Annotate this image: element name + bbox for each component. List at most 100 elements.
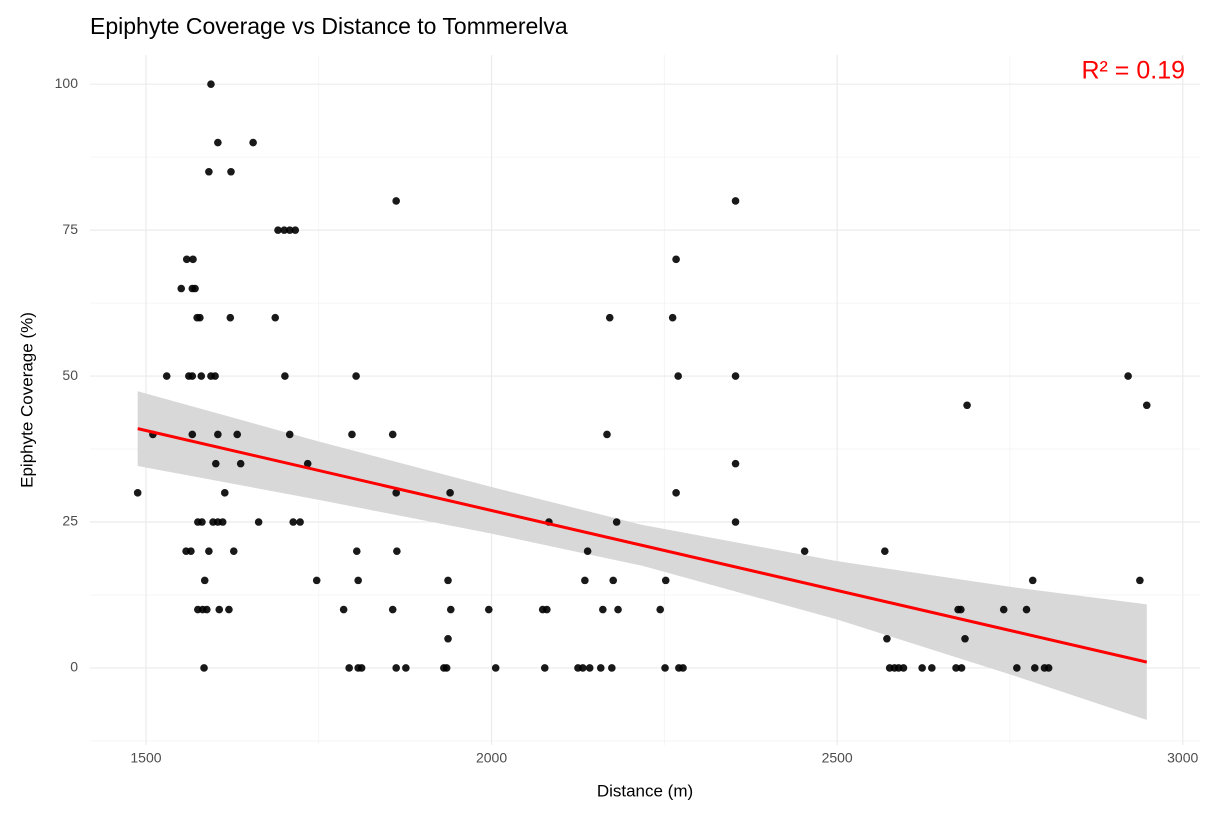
point [187, 547, 195, 555]
point [731, 372, 740, 380]
point [609, 576, 618, 585]
point [1136, 576, 1144, 585]
point [661, 576, 670, 585]
point [211, 459, 220, 468]
point [274, 226, 282, 234]
point [249, 138, 257, 147]
point [957, 664, 966, 672]
point [731, 518, 740, 526]
point [312, 576, 321, 585]
point [198, 518, 206, 526]
point [402, 664, 410, 672]
point [214, 430, 222, 439]
confidence-band [137, 391, 1147, 720]
point [296, 518, 304, 526]
point [254, 518, 263, 526]
point [957, 605, 965, 614]
point [656, 605, 665, 614]
point [388, 605, 397, 614]
fit-line [137, 427, 1148, 664]
point [1124, 372, 1132, 380]
y-tick-label: 0 [70, 659, 78, 675]
point [281, 372, 289, 380]
point [200, 664, 208, 672]
point [233, 430, 242, 439]
point [1031, 664, 1039, 672]
annotation: R² = 0.19 [1081, 57, 1185, 85]
point [491, 664, 500, 672]
point [674, 372, 682, 380]
point [883, 634, 891, 643]
y-tick-label: 25 [62, 513, 78, 529]
point [227, 167, 235, 176]
point [672, 489, 680, 497]
point [928, 664, 936, 672]
point [599, 605, 607, 614]
point [442, 664, 451, 672]
point [220, 489, 229, 497]
point [679, 664, 687, 672]
point [205, 547, 213, 555]
point [596, 664, 605, 672]
point [280, 226, 289, 234]
point [446, 489, 454, 497]
point [271, 313, 280, 322]
point [444, 576, 452, 585]
point [182, 255, 191, 264]
point [668, 313, 677, 322]
point [191, 284, 199, 293]
point [800, 547, 809, 555]
point [133, 489, 142, 497]
point [614, 605, 622, 614]
point [357, 664, 366, 672]
point [200, 576, 209, 585]
point [585, 664, 594, 672]
point [484, 605, 493, 614]
point [605, 313, 614, 322]
point [229, 547, 238, 555]
point [952, 664, 960, 672]
point [345, 664, 353, 672]
point [214, 138, 222, 147]
point [881, 547, 889, 555]
point [961, 634, 969, 643]
point [197, 372, 206, 380]
point [218, 518, 227, 526]
point [162, 372, 171, 380]
point [285, 226, 294, 234]
point [352, 372, 360, 380]
point [899, 664, 908, 672]
point [188, 430, 197, 439]
point [215, 605, 224, 614]
point [196, 313, 204, 322]
point [731, 197, 740, 205]
point [583, 547, 592, 555]
point [608, 664, 616, 672]
point [236, 459, 245, 468]
point [963, 401, 971, 410]
point [303, 459, 312, 468]
point [444, 634, 452, 643]
x-tick-label: 1500 [130, 750, 161, 766]
point [339, 605, 348, 614]
point [289, 518, 298, 526]
point [225, 605, 233, 614]
point [603, 430, 611, 439]
x-axis-title: Distance (m) [597, 781, 693, 800]
y-axis-title: Epiphyte Coverage (%) [17, 312, 36, 488]
point [446, 605, 455, 614]
point [661, 664, 669, 672]
point [226, 313, 235, 322]
point [203, 605, 211, 614]
x-tick-label: 3000 [1167, 750, 1198, 766]
point [354, 576, 362, 585]
y-tick-label: 100 [55, 75, 79, 91]
point [189, 255, 197, 264]
point [207, 80, 215, 88]
point [1044, 664, 1053, 672]
point [392, 197, 400, 205]
chart-title: Epiphyte Coverage vs Distance to Tommere… [90, 13, 568, 39]
point [392, 489, 400, 497]
point [188, 372, 197, 380]
